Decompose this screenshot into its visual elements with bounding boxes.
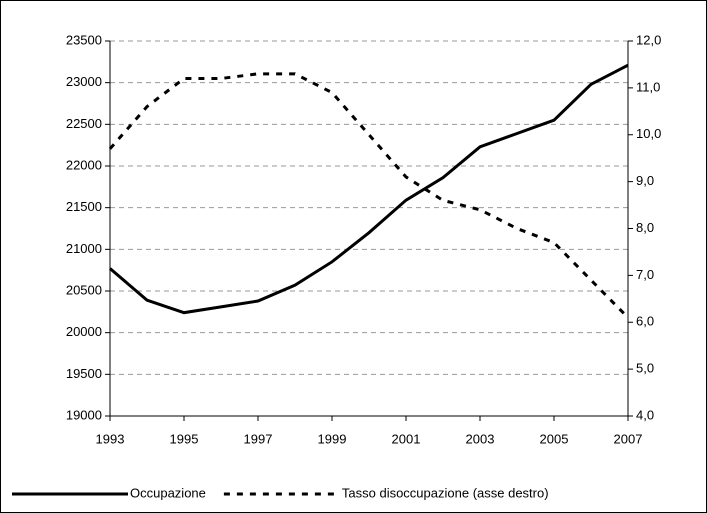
y-tick-label: 21000 [66, 241, 102, 256]
x-tick-label: 2007 [614, 431, 643, 446]
y2-tick-label: 8,0 [636, 220, 654, 235]
x-tick-label: 1997 [244, 431, 273, 446]
x-tick-label: 2005 [540, 431, 569, 446]
y-tick-label: 22500 [66, 116, 102, 131]
y2-tick-label: 6,0 [636, 314, 654, 329]
y-tick-label: 23000 [66, 74, 102, 89]
y2-tick-label: 12,0 [636, 32, 661, 47]
x-tick-label: 2003 [466, 431, 495, 446]
legend-label: Occupazione [130, 485, 206, 500]
y2-tick-label: 9,0 [636, 173, 654, 188]
y-tick-label: 20000 [66, 324, 102, 339]
y-tick-label: 23500 [66, 32, 102, 47]
y2-tick-label: 10,0 [636, 126, 661, 141]
y2-tick-label: 7,0 [636, 267, 654, 282]
y2-tick-label: 5,0 [636, 361, 654, 376]
y-tick-label: 19500 [66, 366, 102, 381]
y-tick-label: 19000 [66, 407, 102, 422]
series-line [109, 63, 629, 315]
x-tick-label: 1993 [96, 431, 125, 446]
legend-label: Tasso disoccupazione (asse destro) [342, 485, 549, 500]
y-tick-label: 21500 [66, 199, 102, 214]
x-tick-label: 1999 [318, 431, 347, 446]
y2-tick-label: 4,0 [636, 407, 654, 422]
y-tick-label: 22000 [66, 157, 102, 172]
y-tick-label: 20500 [66, 282, 102, 297]
x-tick-label: 2001 [392, 431, 421, 446]
x-tick-label: 1995 [170, 431, 199, 446]
y2-tick-label: 11,0 [636, 79, 660, 94]
